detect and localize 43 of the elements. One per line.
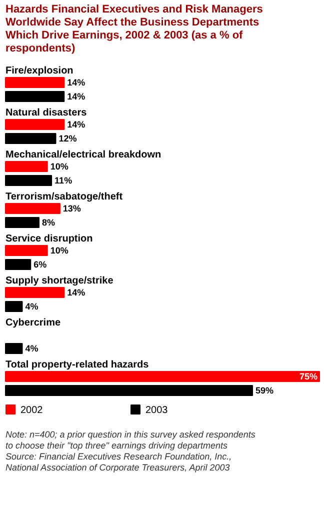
bar (5, 203, 60, 214)
data-label: 11% (54, 176, 72, 186)
bar (5, 287, 65, 298)
bar (5, 175, 52, 186)
bar (5, 245, 48, 256)
data-label: 14% (67, 288, 86, 298)
bar (5, 91, 65, 102)
y-tick-label: Mechanical/electrical breakdown (6, 150, 162, 160)
bar (5, 343, 23, 354)
y-tick-label: Fire/explosion (6, 66, 74, 76)
data-label: 14% (67, 92, 86, 102)
bar (5, 371, 320, 382)
data-label: 13% (62, 204, 81, 214)
y-tick-label: Service disruption (6, 234, 93, 244)
data-label: 12% (58, 134, 77, 144)
data-label: 4% (25, 344, 38, 354)
bar (5, 133, 56, 144)
legend-label: 2002 (20, 405, 44, 416)
y-tick-label: Natural disasters (6, 108, 88, 118)
text: Note: n=400; a prior question in this survey asked respondents to choose their "top three" earnings driving departments (6, 430, 256, 450)
y-tick-label: Total property-related hazards (6, 360, 150, 370)
source-note: Source: Financial Executives Research Foundation, Inc., National Association of Corporate Treasurers, April 2003 (6, 452, 232, 472)
data-label: 6% (34, 260, 47, 270)
data-label: 10% (50, 246, 68, 256)
data-label: 75% (299, 372, 318, 382)
data-label: 59% (256, 386, 274, 396)
y-tick-label: Cybercrime (6, 318, 61, 328)
data-label: 10% (50, 162, 68, 172)
data-label: 4% (25, 302, 38, 312)
legend-label: 2003 (146, 405, 168, 416)
bar (5, 259, 32, 270)
bar (5, 77, 65, 88)
bar (5, 385, 254, 396)
bar (5, 161, 48, 172)
bar (5, 217, 40, 228)
bar (5, 301, 23, 312)
bar (5, 119, 65, 130)
chart-title: Hazards Financial Executives and Risk Managers Worldwide Say Affect the Business Departments Which Drive Earnings, 2002 & 2003 (as a % of respondents) (6, 4, 263, 54)
data-label: 14% (67, 78, 86, 88)
y-tick-label: Supply shortage/strike (6, 276, 114, 286)
data-label: 8% (42, 218, 56, 228)
y-tick-label: Terrorism/sabatoge/theft (6, 192, 124, 202)
data-label: 14% (67, 120, 86, 130)
